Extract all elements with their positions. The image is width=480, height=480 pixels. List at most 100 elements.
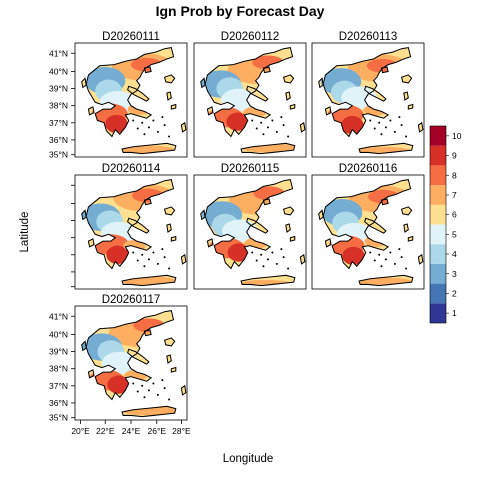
island-marker — [266, 258, 269, 261]
island-marker — [287, 267, 290, 270]
island-marker — [260, 121, 263, 124]
lat-tick-label: 38°N — [49, 364, 68, 374]
island-marker — [141, 384, 144, 387]
island-marker — [393, 130, 396, 133]
x-axis-label: Longitude — [223, 453, 274, 465]
island-marker — [141, 253, 144, 256]
colorbar-swatch — [430, 185, 446, 205]
island-marker — [163, 256, 166, 259]
panel-title: D20260117 — [102, 294, 161, 306]
coastline — [319, 180, 423, 286]
lat-tick-label: 35°N — [49, 150, 68, 160]
island-marker — [161, 379, 164, 382]
lon-tick-label: 24°E — [122, 426, 141, 436]
island-marker — [378, 253, 381, 256]
colorbar-swatch — [430, 224, 446, 245]
lat-tick-label: 37°N — [49, 381, 68, 391]
lat-tick-label: 40°N — [49, 67, 68, 77]
lat-tick-label: 41°N — [49, 48, 68, 58]
island-marker — [156, 130, 159, 133]
island-marker — [266, 126, 269, 129]
island-marker — [152, 251, 155, 254]
colorbar-label: 3 — [452, 269, 457, 279]
colorbar-swatch — [430, 145, 446, 166]
panel-title: D20260114 — [102, 163, 161, 175]
island-marker — [143, 396, 146, 399]
island-marker — [156, 393, 159, 396]
colorbar-label: 1 — [452, 308, 457, 318]
island-marker — [405, 267, 408, 270]
island-marker — [147, 126, 150, 129]
island-marker — [389, 119, 392, 122]
colorbar-swatch — [430, 126, 446, 146]
island-marker — [161, 116, 164, 119]
island-marker — [156, 262, 159, 265]
map-panel: D20260112 — [194, 31, 306, 157]
island-marker — [275, 130, 278, 133]
island-marker — [163, 124, 166, 127]
island-marker — [262, 133, 265, 136]
lon-tick-label: 22°E — [96, 426, 115, 436]
island-marker — [141, 121, 144, 124]
island-marker — [262, 265, 265, 268]
island-marker — [143, 265, 146, 268]
lat-tick-label: 39°N — [49, 347, 68, 357]
island-marker — [132, 382, 135, 385]
island-marker — [373, 127, 376, 130]
island-marker — [384, 126, 387, 129]
lat-tick-label: 37°N — [49, 118, 68, 128]
island-marker — [152, 382, 155, 385]
island-marker — [380, 133, 383, 136]
colorbar-label: 8 — [452, 170, 457, 180]
island-marker — [400, 124, 403, 127]
island-marker — [369, 119, 372, 122]
lat-tick-label: 39°N — [49, 84, 68, 94]
island-marker — [132, 251, 135, 254]
panel-title: D20260112 — [221, 31, 280, 43]
colorbar-label: 6 — [452, 210, 457, 220]
island-marker — [168, 135, 171, 138]
island-marker — [163, 387, 166, 390]
panel-title: D20260116 — [339, 163, 398, 175]
colorbar-label: 9 — [452, 151, 457, 161]
colorbar-label: 2 — [452, 288, 457, 298]
lat-tick-label: 40°N — [49, 330, 68, 340]
map-panel: D20260116 — [312, 163, 424, 289]
y-axis-label: Latitude — [19, 212, 31, 253]
latitude-tick-labels: 41°N 40°N 39°N 38°N 37°N 36°N 35°N 41°N 40°N 39°N… — [49, 48, 75, 423]
island-marker — [282, 256, 285, 259]
map-panel: D20260111 — [75, 31, 187, 157]
colorbar-swatch — [430, 204, 446, 225]
island-marker — [282, 124, 285, 127]
island-marker — [168, 398, 171, 401]
island-marker — [161, 248, 164, 251]
island-marker — [400, 256, 403, 259]
island-marker — [143, 133, 146, 136]
island-marker — [255, 259, 258, 262]
island-marker — [136, 390, 139, 393]
lat-tick-label: 35°N — [49, 413, 68, 423]
island-marker — [398, 248, 401, 251]
colorbar-swatch — [430, 303, 446, 323]
coastline — [201, 180, 305, 286]
island-marker — [393, 262, 396, 265]
island-marker — [398, 116, 401, 119]
island-marker — [132, 119, 135, 122]
colorbar-swatch — [430, 263, 446, 284]
coastline — [201, 48, 305, 154]
colorbar-label: 4 — [452, 249, 457, 259]
lat-tick-label: 36°N — [49, 135, 68, 145]
island-marker — [147, 389, 150, 392]
map-panel: D20260114 — [75, 163, 187, 289]
island-marker — [271, 251, 274, 254]
lon-tick-label: 20°E — [71, 426, 90, 436]
island-marker — [152, 119, 155, 122]
panel-title: D20260115 — [221, 163, 280, 175]
map-panel: D20260117 — [75, 294, 187, 420]
longitude-tick-labels: 20°E 22°E 24°E 26°E 28°E — [71, 420, 191, 436]
colorbar-frame — [429, 125, 447, 324]
figure-title: Ign Prob by Forecast Day — [156, 3, 325, 19]
island-marker — [369, 251, 372, 254]
lat-tick-label: 36°N — [49, 398, 68, 408]
